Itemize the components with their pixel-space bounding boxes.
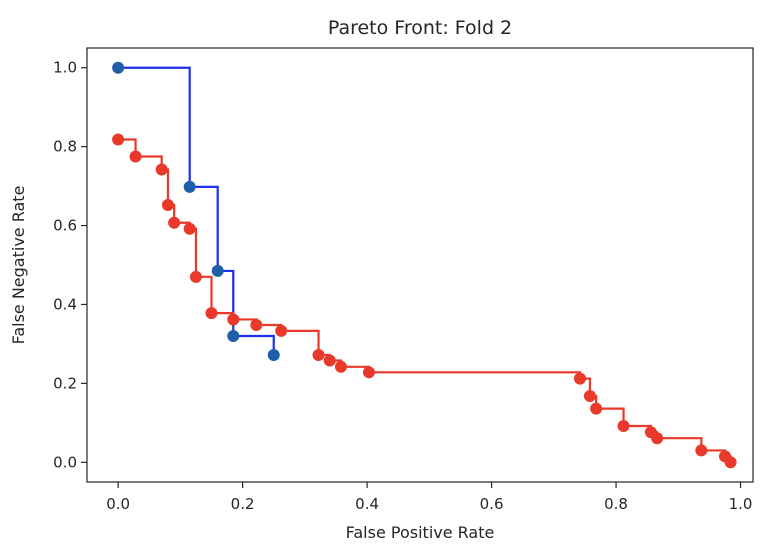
y-tick-label: 0.6 <box>53 217 77 235</box>
series-1-point-5 <box>183 222 196 235</box>
series-1-point-17 <box>590 402 603 415</box>
series-1-point-3 <box>161 199 174 212</box>
y-tick-label: 0.8 <box>53 138 77 156</box>
y-tick-label: 0.4 <box>53 295 77 313</box>
x-axis-ticks: 0.0 0.2 0.4 0.6 0.8 1.0 <box>106 482 752 513</box>
series-1-point-0 <box>112 133 125 146</box>
series-1-point-6 <box>189 270 202 283</box>
y-axis-ticks: 0.0 0.2 0.4 0.6 0.8 1.0 <box>53 59 87 471</box>
series-1-point-14 <box>362 366 375 379</box>
x-tick-label: 0.6 <box>480 495 504 513</box>
series-1-point-1 <box>129 150 142 163</box>
y-tick-label: 1.0 <box>53 59 77 77</box>
y-tick-label: 0.2 <box>53 374 77 392</box>
series-0-point-2 <box>211 264 224 277</box>
series-1-point-13 <box>334 360 347 373</box>
series-0-point-1 <box>183 180 196 193</box>
series-1-point-7 <box>205 307 218 320</box>
x-tick-label: 0.0 <box>106 495 130 513</box>
plot-frame <box>86 47 754 483</box>
plot-area <box>112 61 737 469</box>
series-1-point-9 <box>250 318 263 331</box>
x-axis-label: False Positive Rate <box>346 523 495 542</box>
series-1-point-23 <box>724 456 737 469</box>
x-tick-label: 0.4 <box>355 495 379 513</box>
series-1-point-21 <box>695 444 708 457</box>
series-1-point-11 <box>312 348 325 361</box>
series-0-step-line <box>118 66 275 355</box>
series-1-point-2 <box>155 163 168 176</box>
series-1-point-20 <box>651 432 664 445</box>
y-axis-label: False Negative Rate <box>9 186 28 345</box>
series-1-point-15 <box>573 372 586 385</box>
series-0-point-0 <box>112 61 125 74</box>
series-1-point-4 <box>168 216 181 229</box>
x-tick-label: 0.8 <box>604 495 628 513</box>
chart-title: Pareto Front: Fold 2 <box>328 17 512 39</box>
y-tick-label: 0.0 <box>53 453 77 471</box>
x-tick-label: 1.0 <box>729 495 753 513</box>
series-0-point-4 <box>267 348 280 361</box>
x-tick-label: 0.2 <box>231 495 255 513</box>
series-1-point-18 <box>617 419 630 432</box>
series-1-point-10 <box>275 324 288 337</box>
series-1-point-12 <box>323 354 336 367</box>
series-1-point-16 <box>583 389 596 402</box>
series-1-point-8 <box>227 313 240 326</box>
series-0-point-3 <box>227 330 240 343</box>
